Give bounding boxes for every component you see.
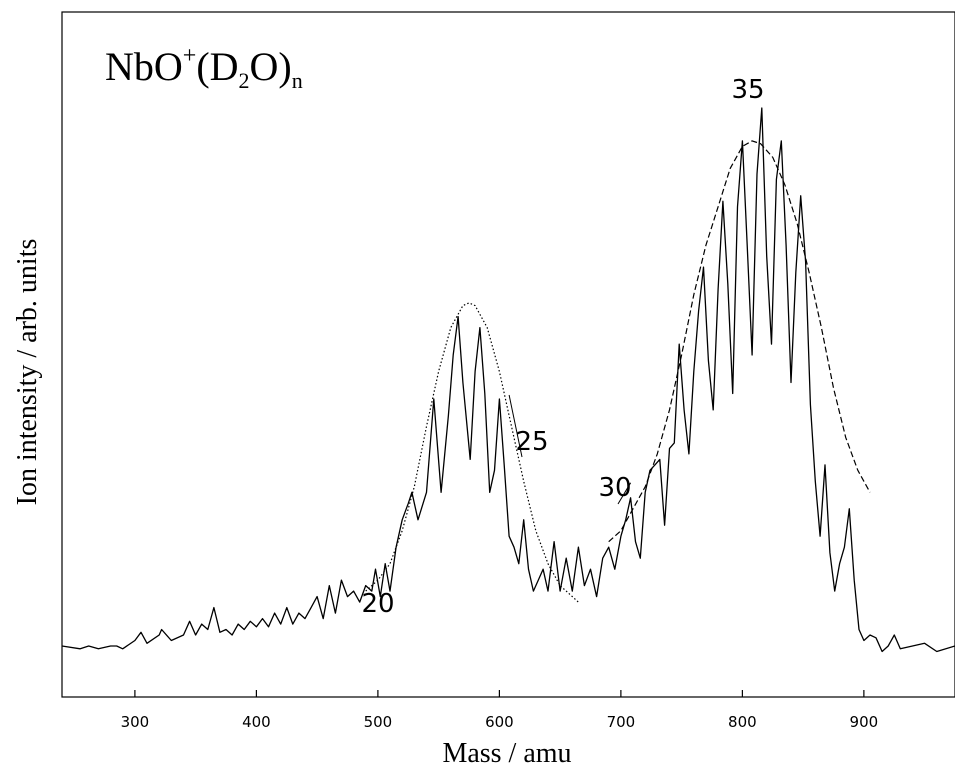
x-axis-ticks: 300 400 500 600 700 800 900	[121, 690, 879, 731]
title-open: (D	[196, 44, 238, 89]
x-axis-label: Mass / amu	[442, 738, 571, 769]
x-tick-label: 700	[607, 713, 636, 731]
peak-leader-30	[617, 482, 632, 505]
peak-label-30: 30	[598, 473, 631, 503]
peak-label-35: 35	[731, 75, 764, 105]
title-superscript: +	[183, 43, 197, 69]
plot-frame	[61, 11, 955, 698]
chart-title: NbO+(D2O)n	[105, 43, 303, 93]
title-main: NbO	[105, 44, 183, 89]
x-tick-label: 600	[485, 713, 514, 731]
x-tick-label: 400	[242, 713, 271, 731]
peak-label-20: 20	[361, 589, 394, 619]
title-subscript-2: 2	[239, 68, 250, 93]
title-subscript-n: n	[292, 68, 303, 93]
envelope-fit-large	[608, 140, 871, 543]
x-tick-label: 900	[850, 713, 879, 731]
peak-label-25: 25	[515, 427, 548, 457]
peak-annotations: 20 25 30 35	[361, 75, 764, 619]
peak-leader-25	[508, 394, 523, 458]
title-close: O)	[250, 44, 292, 89]
spectrum-line	[61, 107, 955, 653]
y-axis-label: Ion intensity / arb. units	[12, 239, 43, 506]
x-tick-label: 800	[728, 713, 757, 731]
x-tick-label: 500	[364, 713, 393, 731]
x-tick-label: 300	[121, 713, 150, 731]
series-layer	[61, 107, 955, 653]
